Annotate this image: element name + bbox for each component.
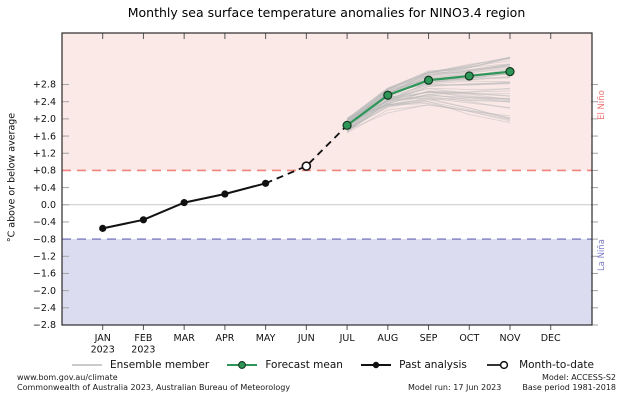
past-analysis-icon [361, 361, 392, 369]
forecast-mean-icon [227, 361, 258, 369]
svg-text:AUG: AUG [377, 333, 398, 344]
legend: Ensemble member Forecast mean Past analy… [70, 356, 594, 374]
svg-text:OCT: OCT [459, 333, 479, 344]
svg-text:2023: 2023 [91, 345, 115, 356]
legend-item-forecast-mean: Forecast mean [225, 359, 343, 371]
svg-text:+0.8: +0.8 [33, 166, 56, 177]
plot-frame [61, 32, 593, 326]
svg-text:+2.4: +2.4 [33, 97, 56, 108]
legend-label: Forecast mean [265, 359, 343, 371]
month-to-date-icon [487, 360, 509, 370]
svg-text:−2.0: −2.0 [33, 286, 56, 297]
footer-url-link[interactable]: www.bom.gov.au/climate [17, 373, 118, 382]
legend-item-month-to-date: Month-to-date [483, 359, 594, 371]
svg-text:−1.2: −1.2 [33, 252, 56, 263]
legend-label: Ensemble member [110, 359, 210, 371]
footer-copyright: Commonwealth of Australia 2023, Australi… [17, 383, 291, 392]
svg-text:2023: 2023 [131, 345, 155, 356]
svg-text:+2.8: +2.8 [33, 80, 56, 91]
forecast-mean-markers [342, 67, 515, 130]
svg-text:−2.8: −2.8 [33, 320, 56, 331]
svg-text:+2.0: +2.0 [33, 114, 56, 125]
footer-base-period: Base period 1981-2018 [522, 383, 616, 392]
legend-label: Month-to-date [519, 359, 594, 371]
legend-label: Past analysis [399, 359, 467, 371]
svg-text:+0.4: +0.4 [33, 183, 56, 194]
page-title: Monthly sea surface temperature anomalie… [127, 5, 526, 20]
el-nino-region-label: El Niño [597, 90, 607, 120]
svg-text:APR: APR [215, 333, 234, 344]
svg-text:−0.4: −0.4 [33, 217, 56, 228]
past-analysis-markers [99, 179, 270, 232]
svg-text:MAY: MAY [256, 333, 276, 344]
svg-text:+1.2: +1.2 [33, 148, 56, 159]
svg-text:SEP: SEP [420, 333, 438, 344]
svg-text:−0.8: −0.8 [33, 234, 56, 245]
month-to-date-marker [301, 161, 312, 171]
svg-text:−1.6: −1.6 [33, 269, 56, 280]
y-axis-label: °C above or below average [6, 112, 18, 243]
svg-text:JAN: JAN [94, 333, 111, 344]
svg-text:+1.6: +1.6 [33, 131, 56, 142]
svg-text:0.0: 0.0 [41, 200, 56, 211]
svg-text:DEC: DEC [541, 333, 561, 344]
svg-text:NOV: NOV [500, 333, 521, 344]
svg-text:MAR: MAR [174, 333, 196, 344]
footer-model-name: Model: ACCESS-S2 [541, 373, 616, 382]
svg-text:−2.4: −2.4 [33, 303, 56, 314]
legend-item-ensemble: Ensemble member [70, 359, 209, 371]
la-nina-region-label: La Niña [597, 239, 607, 271]
el-nino-region [62, 33, 592, 171]
svg-text:FEB: FEB [134, 333, 152, 344]
ensemble-line-icon [72, 364, 102, 366]
y-tick-labels: +2.8 +2.4 +2.0 +1.6 +1.2 +0.8 +0.4 0.0 −0.4 −0.8 −… [33, 80, 56, 332]
month-to-date-dashed-line [265, 124, 348, 185]
footer: www.bom.gov.au/climate Commonwealth of A… [0, 372, 623, 398]
svg-text:JUN: JUN [297, 333, 315, 344]
footer-model-run: Model run: 17 Jun 2023 [408, 383, 502, 392]
la-nina-region [62, 239, 592, 325]
svg-text:JUL: JUL [339, 333, 356, 344]
legend-item-past-analysis: Past analysis [359, 359, 467, 371]
